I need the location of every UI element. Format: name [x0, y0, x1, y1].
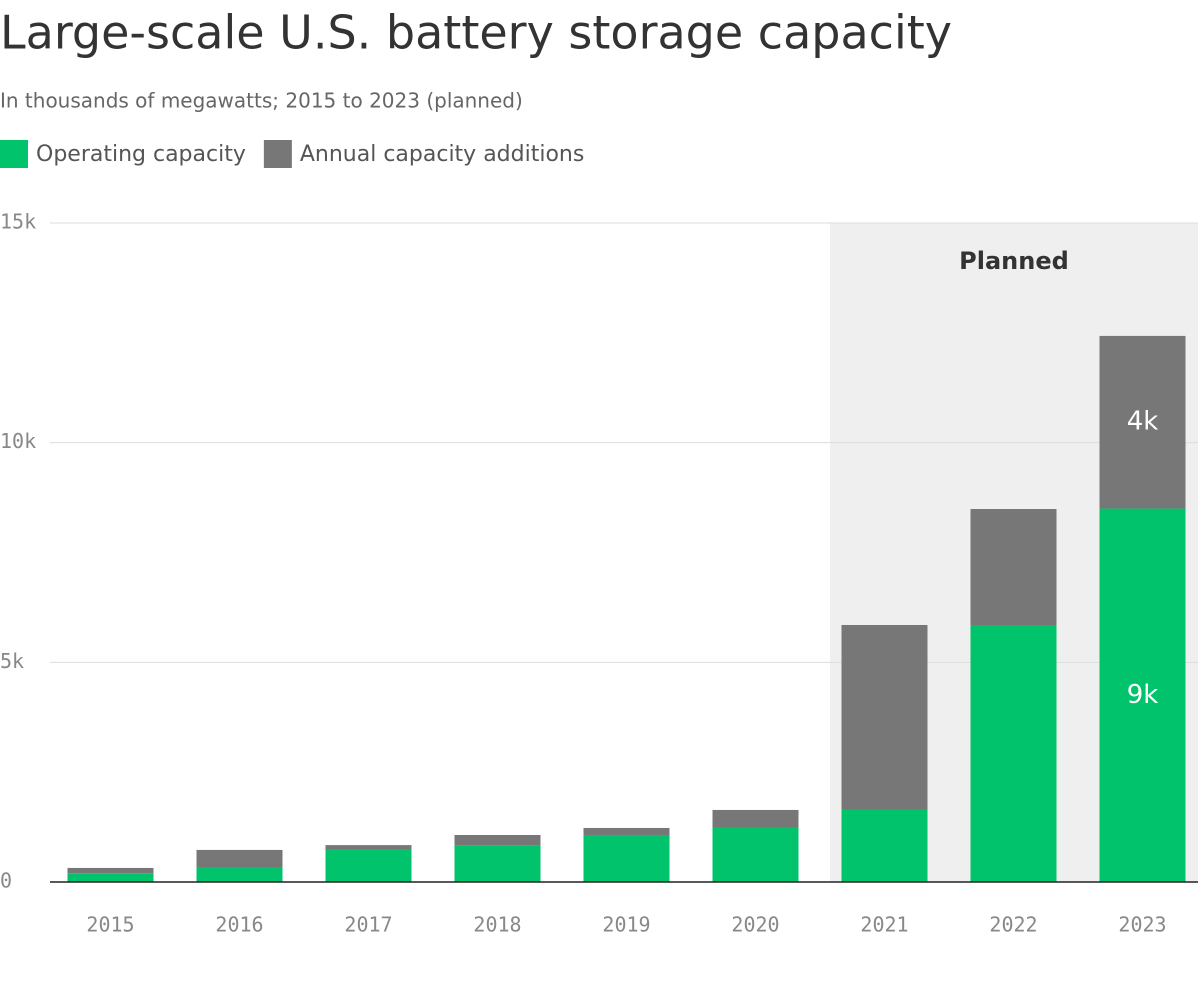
x-tick-label: 2016: [215, 913, 263, 937]
bar-segment: [712, 827, 799, 882]
bar-segment: [67, 867, 154, 874]
x-tick-label: 2018: [473, 913, 521, 937]
x-tick-label: 2020: [731, 913, 779, 937]
y-tick-label: 0: [0, 869, 12, 893]
value-label: 9k: [1127, 680, 1159, 710]
y-tick-label: 15k: [0, 210, 36, 234]
chart-subtitle: In thousands of megawatts; 2015 to 2023 …: [0, 89, 523, 113]
bar-segment: [583, 834, 670, 882]
x-tick-label: 2015: [86, 913, 134, 937]
bar-segment: [196, 867, 283, 882]
bar-segment: [325, 849, 412, 882]
y-tick-label: 10k: [0, 429, 36, 453]
x-tick-label: 2019: [602, 913, 650, 937]
bar-segment: [970, 624, 1057, 882]
bar-segment: [583, 827, 670, 835]
bar-segment: [325, 845, 412, 850]
x-tick-label: 2017: [344, 913, 392, 937]
bar-segment: [196, 849, 283, 868]
bar-segment: [454, 834, 541, 846]
bar-segment: [1099, 508, 1186, 882]
legend-label: Operating capacity: [36, 142, 246, 167]
x-tick-label: 2022: [989, 913, 1037, 937]
bar-segment: [1099, 335, 1186, 509]
chart-title: Large-scale U.S. battery storage capacit…: [0, 6, 952, 60]
y-tick-label: 5k: [0, 649, 24, 673]
legend-swatch: [0, 140, 28, 168]
legend-label: Annual capacity additions: [300, 142, 584, 167]
bar-segment: [67, 873, 154, 882]
bar-segment: [454, 845, 541, 882]
bar-segment: [712, 809, 799, 828]
bar-segment: [841, 624, 928, 810]
bar-segment: [970, 509, 1057, 625]
x-tick-label: 2023: [1118, 913, 1166, 937]
bar-segment: [841, 809, 928, 882]
legend: Operating capacity Annual capacity additi…: [0, 140, 584, 168]
x-tick-label: 2021: [860, 913, 908, 937]
value-label: 4k: [1127, 407, 1159, 437]
planned-label: Planned: [959, 247, 1069, 275]
legend-swatch: [263, 140, 292, 168]
